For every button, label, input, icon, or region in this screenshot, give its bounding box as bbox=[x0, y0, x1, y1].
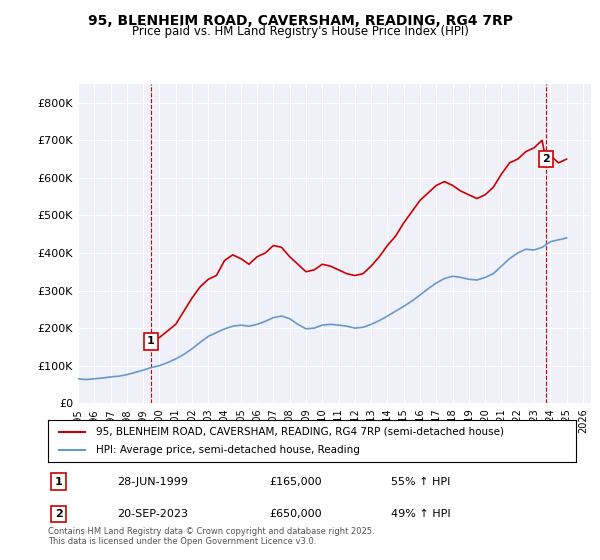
Text: 20-SEP-2023: 20-SEP-2023 bbox=[116, 509, 188, 519]
Text: 2: 2 bbox=[55, 509, 62, 519]
Text: 1: 1 bbox=[147, 336, 155, 346]
Text: 1: 1 bbox=[55, 477, 62, 487]
Text: 2: 2 bbox=[542, 154, 550, 164]
Text: Price paid vs. HM Land Registry's House Price Index (HPI): Price paid vs. HM Land Registry's House … bbox=[131, 25, 469, 38]
Text: 49% ↑ HPI: 49% ↑ HPI bbox=[391, 509, 451, 519]
Text: Contains HM Land Registry data © Crown copyright and database right 2025.
This d: Contains HM Land Registry data © Crown c… bbox=[48, 526, 374, 546]
Text: HPI: Average price, semi-detached house, Reading: HPI: Average price, semi-detached house,… bbox=[95, 445, 359, 455]
Text: £165,000: £165,000 bbox=[270, 477, 322, 487]
Text: 55% ↑ HPI: 55% ↑ HPI bbox=[391, 477, 451, 487]
Text: £650,000: £650,000 bbox=[270, 509, 322, 519]
Text: 28-JUN-1999: 28-JUN-1999 bbox=[116, 477, 188, 487]
Text: 95, BLENHEIM ROAD, CAVERSHAM, READING, RG4 7RP: 95, BLENHEIM ROAD, CAVERSHAM, READING, R… bbox=[88, 14, 512, 28]
Text: 95, BLENHEIM ROAD, CAVERSHAM, READING, RG4 7RP (semi-detached house): 95, BLENHEIM ROAD, CAVERSHAM, READING, R… bbox=[95, 427, 503, 437]
